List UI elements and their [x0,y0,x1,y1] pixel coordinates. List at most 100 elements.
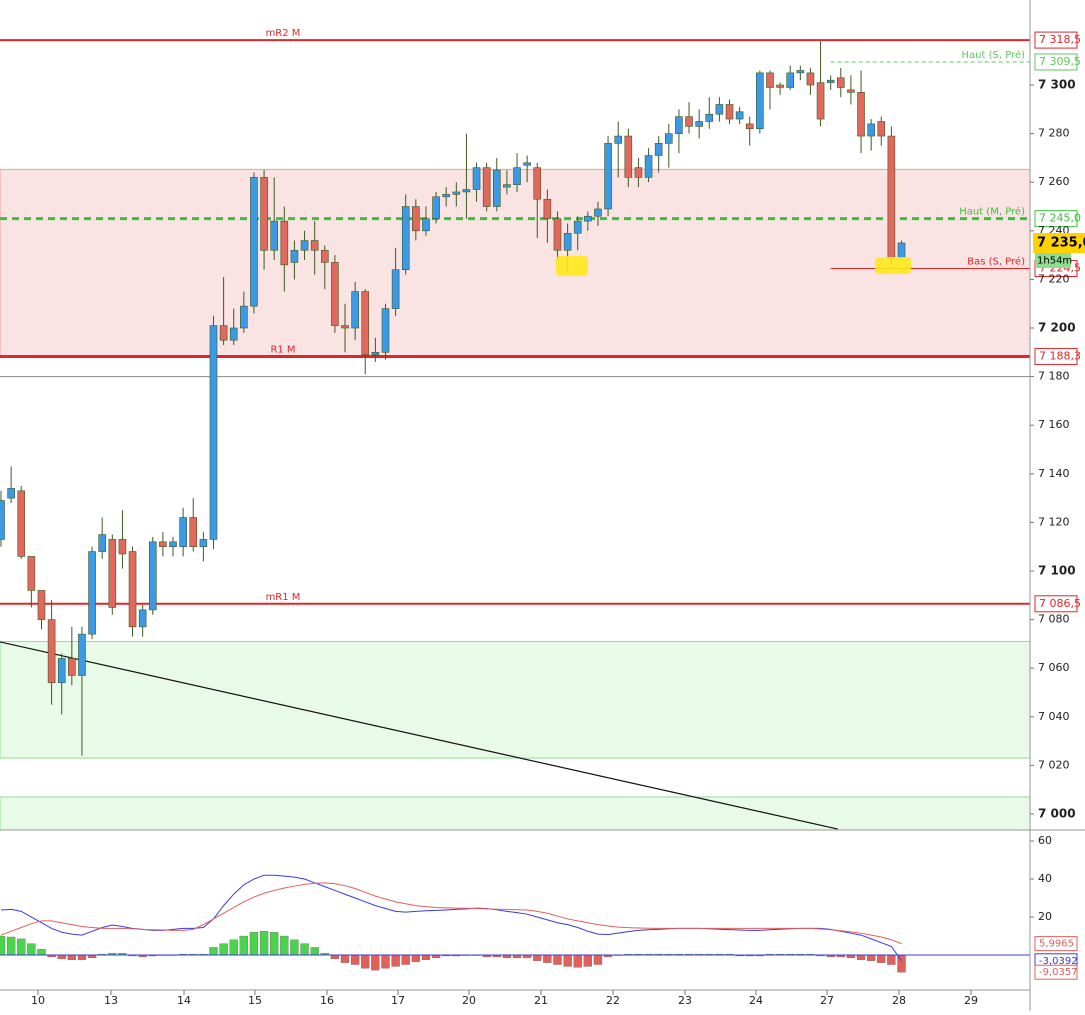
level-label-box [1034,595,1078,613]
candle-body [867,123,875,137]
candle-body [300,240,309,251]
histogram-bar [583,954,592,967]
histogram-bar [67,954,76,960]
histogram-bar [280,935,289,956]
histogram-bar [77,954,87,960]
level-label-box [1034,53,1078,71]
x-tick-label: 15 [248,994,262,1007]
candle-body [584,215,592,222]
x-tick-label: 16 [320,994,334,1007]
level-name: Haut (S, Pré) [962,49,1026,61]
candle-body [826,79,835,83]
x-tick-label: 14 [177,994,191,1007]
histogram-bar [421,954,431,960]
histogram-bar [573,954,582,968]
candle-body [68,658,76,676]
candle-body [209,325,218,540]
candle-body [675,116,683,134]
histogram-bar [391,954,400,967]
candle-body [695,121,703,127]
y-tick-label: 20 [1038,910,1052,923]
candle-body [452,191,461,195]
level-name: mR2 M [266,28,301,39]
histogram-bar [37,949,46,956]
histogram-bar [361,954,370,969]
candle-body [250,177,258,307]
candle-body [806,72,815,86]
y-tick-label: 7 000 [1038,806,1076,820]
main-plot [0,39,1030,830]
candle-body [240,305,248,329]
candle-body [877,121,886,137]
candle-body [442,194,450,198]
candle-body [756,72,764,130]
candle-body [745,123,754,130]
candle-body [199,539,208,547]
indicator-label-box [1034,936,1078,952]
level-label: 7 309,5 [1039,55,1081,68]
candle-body [523,162,531,166]
histogram-bar [290,939,299,956]
candle-body [37,590,46,620]
candle-body [88,551,96,635]
y-tick-label: 40 [1038,872,1052,885]
histogram-bar [17,938,26,956]
histogram-bar [866,954,876,961]
candle-body [543,198,552,219]
zone [0,168,1030,357]
y-tick-label: 7 060 [1038,661,1070,674]
timer: 1h54m [1037,255,1072,266]
x-tick-label: 17 [391,994,405,1007]
candle-body [816,82,825,120]
last-price-box [1033,232,1085,253]
candle-body [401,206,410,271]
histogram-bar [310,947,319,956]
y-tick-label: 7 260 [1038,175,1070,188]
histogram-bar [300,943,309,956]
candle-body [27,556,36,591]
histogram-bar [270,932,279,956]
histogram-bar [856,954,866,960]
candle-body [735,111,744,120]
candle-body [412,206,420,232]
level-name: Haut (M, Pré) [959,206,1025,218]
candle-body [47,619,56,684]
candle-body [553,218,562,251]
histogram-bar [563,954,572,967]
histogram-bar [0,935,6,956]
y-tick-label: 7 120 [1038,515,1070,528]
candle-body [361,291,370,356]
candle-body [179,517,187,547]
candle-body [462,189,471,193]
histogram-bar [553,954,562,965]
indicator-label-box [1034,964,1078,980]
candle-body [159,541,167,547]
candle-body [229,327,238,341]
y-tick-label: 7 300 [1038,78,1076,92]
candle-body [391,269,400,309]
histogram-bar [249,932,259,956]
candle-body [17,490,26,557]
y-tick-label: 7 040 [1038,710,1070,723]
candle-body [351,291,359,329]
indicator-line [0,874,902,962]
candle-body [138,609,147,628]
histogram-bar [239,935,248,956]
histogram-bar [27,943,36,956]
histogram-bar [877,954,886,963]
candle-body [78,633,86,676]
y-tick-label: 7 140 [1038,467,1070,480]
candle-body [685,116,693,127]
x-tick-label: 13 [104,994,118,1007]
x-tick-label: 10 [31,994,45,1007]
candle-body [897,242,906,258]
candle-body [341,325,349,329]
candle-body [169,541,177,547]
candle-body [98,534,106,552]
candle-body [725,104,734,120]
candle-body [503,184,511,188]
candle-body [381,308,390,353]
level-label-box [1034,347,1078,365]
y-tick-label: 7 080 [1038,613,1070,626]
